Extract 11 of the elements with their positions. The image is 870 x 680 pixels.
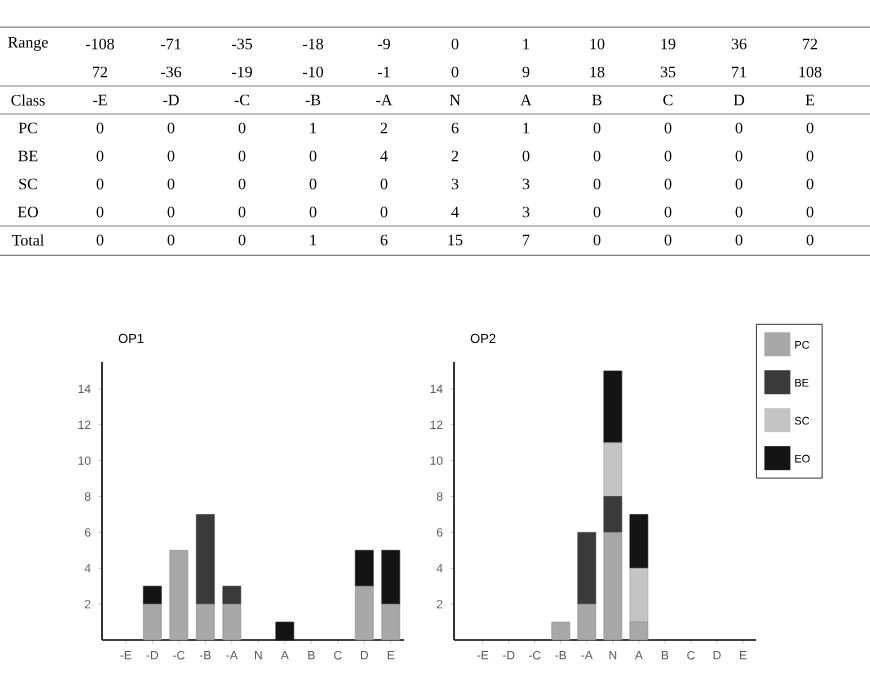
- bar: [196, 514, 215, 605]
- bar: [603, 496, 623, 533]
- bar: [577, 532, 597, 605]
- bar: [222, 585, 242, 605]
- bar: [275, 621, 295, 641]
- bar: [603, 370, 623, 444]
- bar: [629, 514, 649, 569]
- bar: [603, 442, 623, 497]
- bar: [143, 585, 162, 605]
- bar: [381, 550, 401, 605]
- bar: [354, 550, 374, 587]
